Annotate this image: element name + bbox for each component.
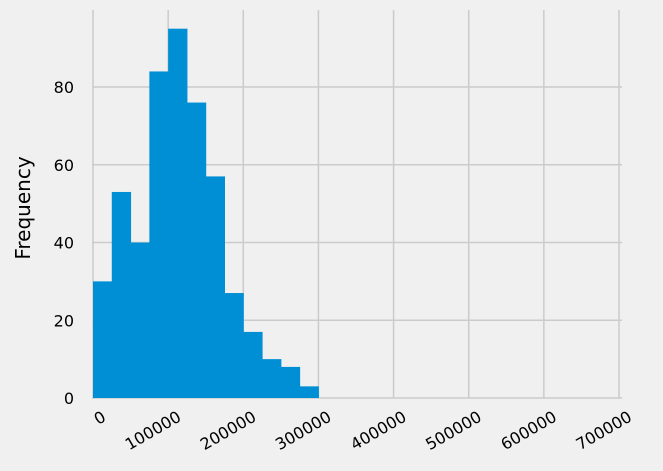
y-tick-label: 80 (54, 78, 74, 97)
histogram-bar (243, 331, 263, 398)
y-tick-label: 0 (64, 389, 74, 408)
x-tick-label: 500000 (422, 407, 484, 454)
y-tick-label: 40 (54, 234, 74, 253)
histogram-bar (168, 28, 188, 398)
histogram-bar (280, 366, 301, 398)
histogram-bar (93, 281, 113, 398)
histogram-bar (299, 386, 319, 398)
x-tick-label: 0 (91, 407, 109, 429)
x-tick-label: 700000 (573, 407, 635, 454)
histogram-bar (262, 359, 282, 398)
y-tick-label: 20 (54, 311, 74, 330)
y-axis-label: Frequency (11, 156, 35, 259)
histogram-bar (111, 191, 132, 398)
histogram-bar (130, 242, 150, 398)
x-tick-label: 400000 (347, 407, 409, 454)
x-tick-label: 300000 (272, 407, 334, 454)
histogram-bar (186, 102, 207, 399)
x-tick-label: 200000 (197, 407, 259, 454)
bars-layer (93, 28, 319, 399)
histogram-bar (224, 293, 244, 398)
histogram-bar (205, 176, 225, 398)
y-tick-label: 60 (54, 156, 74, 175)
x-tick-label: 100000 (122, 407, 184, 454)
histogram-bar (149, 71, 169, 398)
x-tick-label: 600000 (497, 407, 559, 454)
